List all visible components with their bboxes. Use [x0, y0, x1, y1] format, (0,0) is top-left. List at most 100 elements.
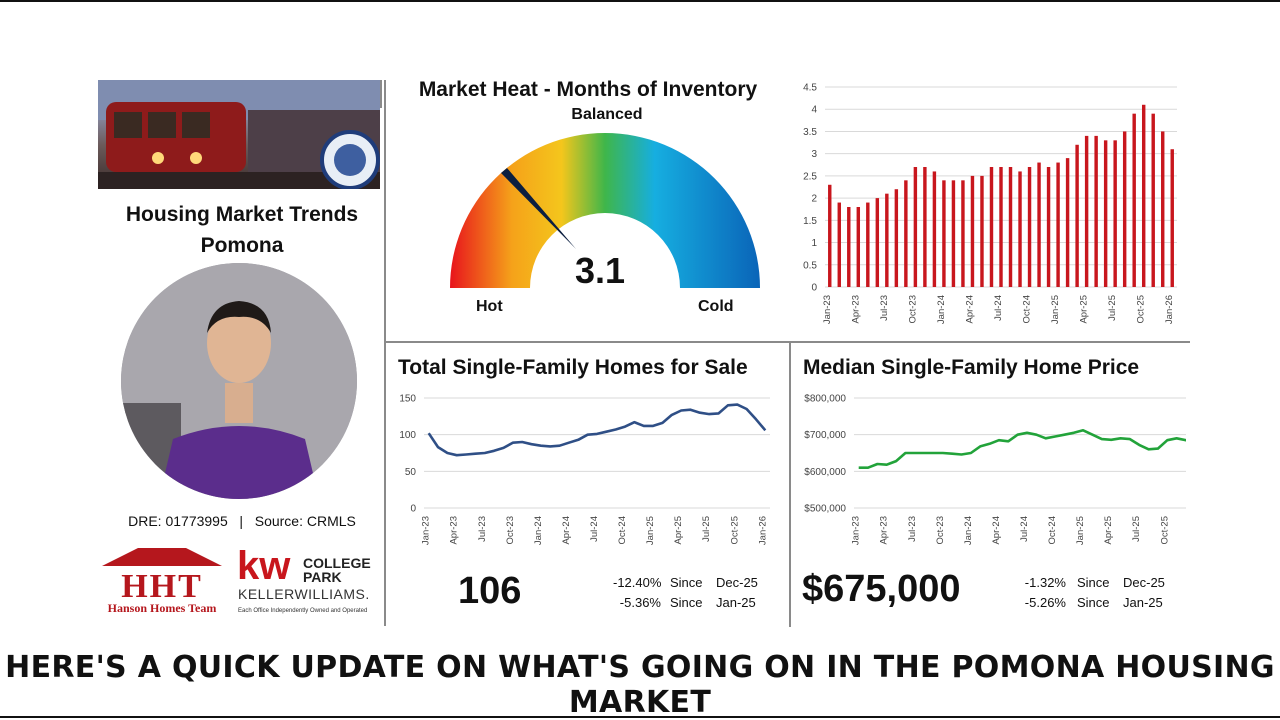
x-tick-label: Oct-25: [1159, 516, 1170, 545]
homes-change-period-1: Dec-25: [716, 575, 758, 590]
bar: [1113, 140, 1117, 287]
bar: [1065, 158, 1070, 287]
bar: [856, 207, 861, 287]
x-tick-label: Jan-23: [851, 516, 862, 545]
x-tick-label: Apr-25: [1103, 516, 1114, 545]
bar: [999, 167, 1003, 287]
x-tick-label: Jul-25: [1107, 295, 1118, 321]
median-price-value: $675,000: [802, 568, 961, 610]
bar: [1141, 104, 1146, 288]
market-heat-gauge: [450, 133, 760, 288]
y-tick-label: 100: [399, 430, 416, 441]
series-line: [427, 403, 767, 457]
bar: [942, 180, 946, 287]
x-tick-label: Apr-25: [1079, 295, 1090, 324]
bar: [951, 180, 956, 287]
bar: [961, 180, 965, 287]
y-tick-label: 1.5: [803, 216, 817, 227]
x-tick-label: Apr-23: [879, 516, 890, 545]
gauge-value: 3.1: [574, 250, 626, 291]
y-tick-label: 0: [410, 504, 416, 515]
bar: [837, 202, 841, 287]
bar: [1027, 167, 1032, 287]
x-tick-label: Jul-23: [879, 295, 890, 321]
x-tick-label: Apr-23: [449, 516, 460, 545]
homes-for-sale-title: Total Single-Family Homes for Sale: [398, 356, 748, 379]
bar: [932, 171, 937, 287]
x-tick-label: Jul-25: [1131, 516, 1142, 542]
x-tick-label: Apr-23: [850, 295, 861, 324]
x-tick-label: Jan-23: [421, 516, 432, 545]
x-tick-label: Oct-25: [1136, 295, 1147, 324]
x-tick-label: Oct-23: [907, 295, 918, 324]
divider: [380, 80, 382, 108]
homes-for-sale-value: 106: [458, 570, 522, 612]
x-tick-label: Jan-25: [1050, 295, 1061, 324]
price-change-period-2: Jan-25: [1123, 595, 1163, 610]
bar: [828, 184, 832, 287]
bar: [1084, 135, 1089, 287]
bar: [847, 207, 851, 287]
x-tick-label: Oct-25: [729, 516, 740, 545]
update-banner: HERE'S A QUICK UPDATE ON WHAT'S GOING ON…: [5, 650, 1275, 720]
bar: [866, 202, 870, 287]
y-tick-label: 4: [811, 105, 817, 116]
y-tick-label: 2: [811, 194, 817, 205]
sidebar-city: Pomona: [200, 234, 284, 257]
y-tick-label: 3.5: [803, 127, 817, 138]
kw-disclaimer: Each Office Independently Owned and Oper…: [238, 608, 368, 614]
x-tick-label: Apr-24: [561, 516, 572, 545]
panel-divider-horizontal: [384, 341, 1190, 343]
bottom-border: [0, 716, 1280, 718]
bar: [885, 193, 889, 287]
homes-change-pct-2: -5.36%: [619, 595, 661, 610]
x-tick-label: Jan-25: [1075, 516, 1086, 545]
x-tick-label: Jan-24: [533, 516, 544, 545]
hht-logo: [100, 544, 224, 575]
gauge-cold-label: Cold: [698, 298, 734, 315]
price-change-period-1: Dec-25: [1123, 575, 1165, 590]
panel-divider-vertical: [789, 341, 791, 627]
y-tick-label: 4.5: [803, 83, 817, 94]
bar: [875, 198, 880, 287]
bar: [904, 180, 908, 287]
homes-for-sale-line-chart: 0 50 100 150 Jan-23 Apr-23 Jul-23 Oct-23 Jan-24 A…: [399, 394, 770, 545]
bar: [1170, 149, 1174, 287]
months-inventory-bar-chart: 0 0.5 1 1.5 2 2.5 3 3.5 4 4.5 Jan-23 Apr-23 Jul-23 Oc…: [803, 83, 1177, 324]
bar: [1094, 135, 1098, 287]
series-line: [858, 428, 1186, 469]
x-tick-label: Oct-24: [1047, 516, 1058, 545]
x-tick-label: Jan-25: [645, 516, 656, 545]
y-tick-label: $500,000: [804, 504, 846, 515]
bar: [1161, 131, 1165, 287]
x-tick-label: Jan-24: [963, 516, 974, 545]
bar: [970, 175, 975, 287]
bar: [1008, 167, 1013, 287]
y-tick-label: 3: [811, 149, 817, 160]
bar: [894, 189, 899, 287]
homes-change-since-1: Since: [670, 575, 703, 590]
kw-brand: KELLERWILLIAMS.: [238, 586, 370, 602]
pomona-trolley-photo: [98, 80, 380, 189]
bar: [989, 167, 994, 287]
x-tick-label: Jul-24: [1019, 516, 1030, 542]
x-tick-label: Oct-24: [617, 516, 628, 545]
bar: [1056, 162, 1060, 287]
homes-change-period-2: Jan-25: [716, 595, 756, 610]
house-roof-icon: [102, 548, 222, 566]
sidebar-divider: [384, 80, 386, 626]
x-tick-label: Jan-26: [757, 516, 768, 545]
x-tick-label: Jul-24: [589, 516, 600, 542]
median-price-title: Median Single-Family Home Price: [803, 356, 1140, 379]
sidebar-title: Housing Market Trends: [125, 203, 359, 226]
y-tick-label: $800,000: [804, 394, 846, 405]
x-tick-label: Jul-23: [477, 516, 488, 542]
gauge-hot-label: Hot: [476, 298, 503, 315]
kw-logo: kw: [237, 544, 291, 588]
x-tick-label: Jan-24: [936, 295, 947, 324]
kw-park: PARK: [303, 569, 342, 585]
x-tick-label: Oct-23: [505, 516, 516, 545]
homes-change-pct-1: -12.40%: [613, 575, 662, 590]
kw-college: COLLEGE: [303, 555, 371, 571]
gauge-balanced-label: Balanced: [571, 106, 643, 123]
